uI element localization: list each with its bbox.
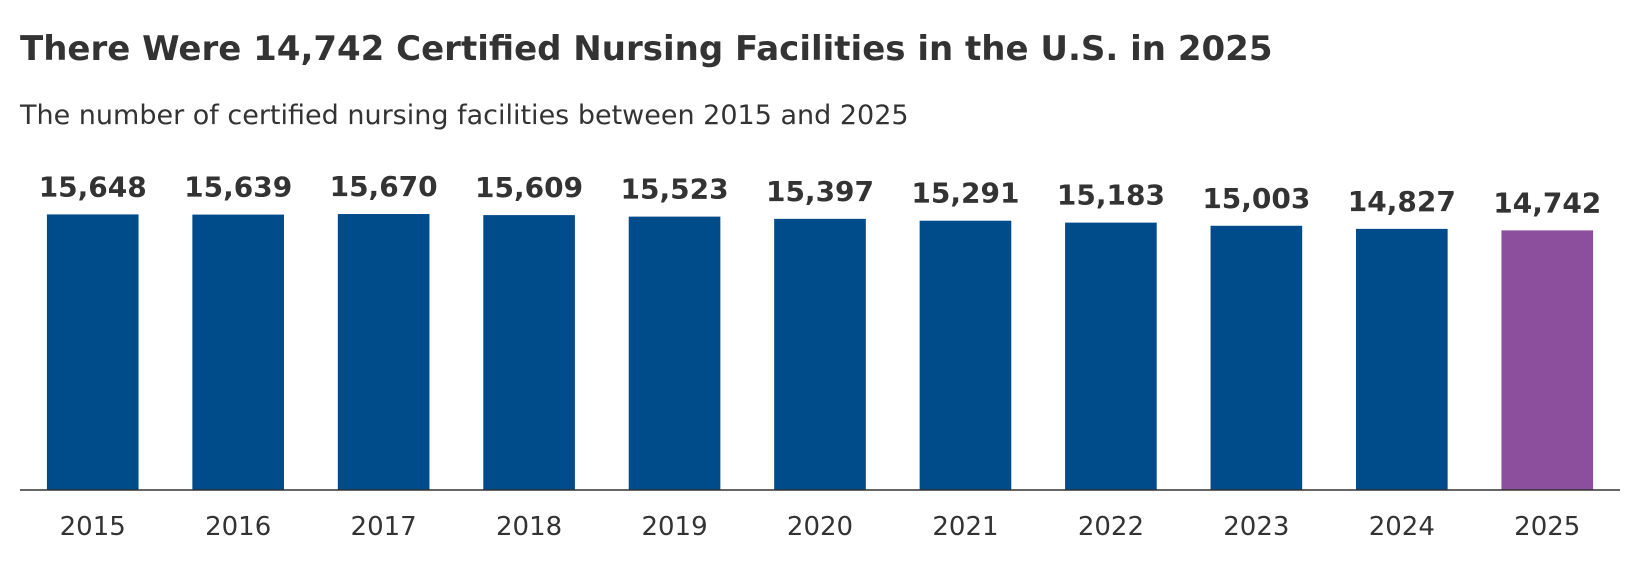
bar (1356, 228, 1448, 490)
x-tick-label: 2016 (205, 512, 271, 542)
bar (337, 214, 430, 491)
bar (1210, 225, 1303, 490)
bar (483, 215, 575, 491)
x-tick-label: 2017 (351, 512, 417, 542)
x-tick-label: 2025 (1514, 512, 1580, 542)
value-label: 15,003 (1202, 182, 1310, 215)
x-tick-label: 2020 (787, 512, 853, 542)
value-label: 15,648 (39, 170, 147, 203)
x-tick-label: 2019 (641, 512, 707, 542)
value-label: 15,397 (766, 175, 874, 208)
value-label: 15,291 (911, 177, 1019, 210)
bar (1501, 230, 1594, 490)
bar (46, 214, 139, 490)
bar (628, 216, 721, 490)
value-label: 15,670 (330, 170, 438, 203)
x-tick-label: 2022 (1078, 512, 1144, 542)
value-label: 15,523 (621, 173, 729, 206)
value-label: 15,183 (1057, 179, 1165, 212)
x-tick-label: 2021 (932, 512, 998, 542)
value-label: 14,742 (1493, 186, 1601, 219)
value-label: 15,609 (475, 171, 583, 204)
bar (774, 218, 866, 490)
bar (1065, 222, 1157, 490)
x-tick-label: 2024 (1369, 512, 1435, 542)
x-tick-label: 2018 (496, 512, 562, 542)
chart-subtitle: The number of certified nursing faciliti… (19, 100, 909, 131)
bar (919, 220, 1012, 490)
value-label: 14,827 (1348, 185, 1456, 218)
chart-title: There Were 14,742 Certified Nursing Faci… (20, 29, 1272, 69)
bar (192, 214, 284, 490)
x-tick-label: 2023 (1223, 512, 1289, 542)
x-tick-label: 2015 (60, 512, 126, 542)
value-label: 15,639 (184, 171, 292, 204)
